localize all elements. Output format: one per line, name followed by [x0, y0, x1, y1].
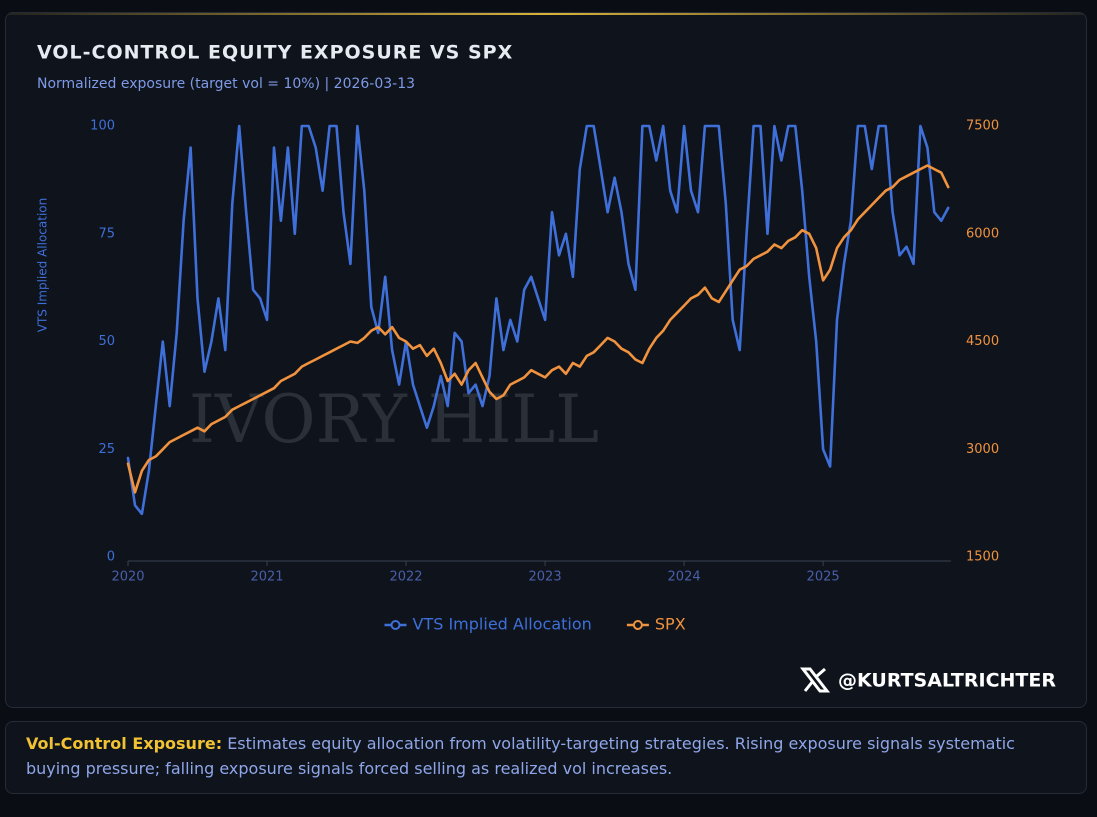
legend-label: VTS Implied Allocation — [413, 615, 592, 634]
y2-tick-label: 1500 — [966, 550, 999, 565]
y-tick-label: 50 — [98, 334, 115, 349]
chart-subtitle: Normalized exposure (target vol = 10%) |… — [37, 76, 415, 92]
y-tick-label: 100 — [90, 119, 115, 134]
x-tick-label: 2020 — [111, 570, 144, 585]
chart-title: VOL-CONTROL EQUITY EXPOSURE VS SPX — [37, 42, 513, 64]
y-tick-label: 75 — [98, 226, 115, 241]
x-tick-label: 2024 — [668, 570, 701, 585]
legend-label: SPX — [655, 615, 686, 634]
y-axis-label: VTS Implied Allocation — [36, 198, 50, 332]
x-tick-label: 2023 — [529, 570, 562, 585]
y2-tick-label: 7500 — [966, 119, 999, 134]
note-card: Vol-Control Exposure: Estimates equity a… — [5, 721, 1087, 794]
accent-bar — [6, 13, 1086, 15]
y-tick-label: 25 — [98, 442, 115, 457]
note-text: Estimates equity allocation from volatil… — [26, 734, 1015, 778]
legend-marker — [390, 620, 401, 630]
watermark: IVORY HILL — [189, 381, 599, 458]
note-label: Vol-Control Exposure: — [26, 734, 223, 753]
handle: @KURTSALTRICHTER — [838, 670, 1056, 692]
x-tick-label: 2025 — [807, 570, 840, 585]
legend-marker — [632, 620, 643, 630]
series-line — [126, 124, 950, 516]
y2-tick-label: 6000 — [966, 226, 999, 241]
y2-tick-label: 3000 — [966, 442, 999, 457]
chart: IVORY HILL VOL-CONTROL EQUITY EXPOSURE V… — [36, 42, 1056, 693]
x-tick-label: 2021 — [250, 570, 283, 585]
y-tick-label: 0 — [107, 550, 115, 565]
chart-card: IVORY HILL VOL-CONTROL EQUITY EXPOSURE V… — [5, 12, 1087, 708]
x-logo — [799, 667, 831, 693]
y2-tick-label: 4500 — [966, 334, 999, 349]
series-line — [126, 164, 950, 494]
x-tick-label: 2022 — [389, 570, 422, 585]
